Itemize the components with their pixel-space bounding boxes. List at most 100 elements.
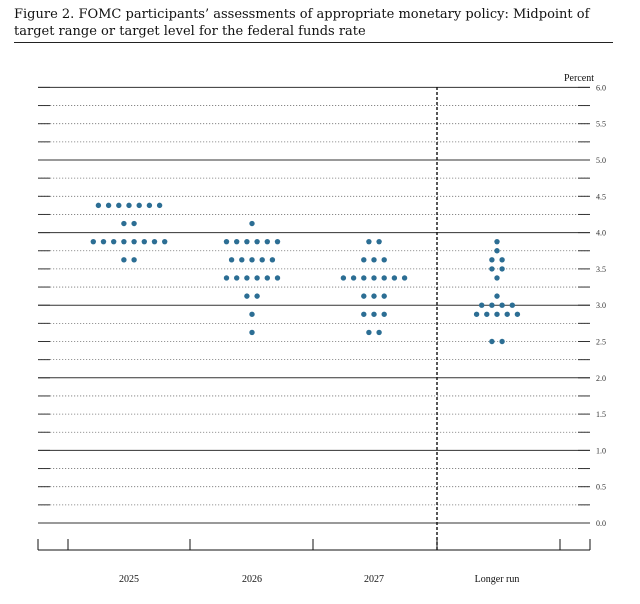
participant-dot — [494, 275, 500, 281]
participant-dot — [509, 302, 515, 308]
y-tick-label: 6.0 — [596, 83, 606, 92]
participant-dot — [234, 275, 240, 281]
participant-dot — [249, 329, 255, 336]
participant-dot — [141, 238, 147, 245]
participant-dot — [473, 311, 480, 317]
participant-dot — [366, 238, 372, 245]
title-rule — [14, 42, 613, 43]
participant-dot — [504, 311, 510, 317]
participant-dot — [499, 302, 505, 308]
participant-dot — [391, 275, 398, 281]
participant-dot — [90, 238, 97, 245]
participant-dot — [121, 220, 127, 227]
participant-dot — [239, 257, 245, 263]
participant-dot — [489, 257, 495, 263]
participant-dot — [274, 275, 281, 281]
figure-title: Figure 2. FOMC participants’ assessments… — [14, 7, 590, 39]
y-tick-label: 4.0 — [596, 229, 606, 238]
participant-dot — [381, 311, 387, 317]
participant-dot — [111, 238, 117, 245]
participant-dot — [249, 220, 255, 227]
participant-dot — [244, 275, 250, 281]
x-category-label: 2027 — [364, 574, 384, 585]
participant-dot — [484, 311, 490, 317]
participant-dot — [274, 238, 281, 245]
y-tick-label: 1.0 — [596, 446, 606, 455]
participant-dot — [100, 238, 107, 245]
participant-dot — [350, 275, 357, 281]
participant-dot — [156, 202, 163, 209]
participant-dot — [361, 311, 367, 317]
participant-dot — [264, 238, 270, 245]
participant-dot — [249, 257, 255, 263]
participant-dot — [254, 275, 260, 281]
participant-dot — [228, 257, 235, 263]
x-category-label: 2026 — [242, 574, 262, 585]
x-category-label: Longer run — [475, 574, 520, 585]
participant-dot — [249, 311, 255, 317]
participant-dot — [234, 238, 240, 245]
participant-dot — [376, 238, 382, 245]
participant-dot — [381, 275, 387, 281]
participant-dot — [146, 202, 153, 209]
participant-dot — [136, 202, 142, 209]
participant-dot — [401, 275, 408, 281]
participant-dot — [494, 293, 500, 299]
participant-dot — [223, 238, 230, 245]
y-tick-label: 0.0 — [596, 519, 606, 528]
participant-dot — [254, 238, 260, 245]
y-tick-label: 0.5 — [596, 483, 606, 492]
participant-dot — [131, 238, 137, 245]
participant-dot — [269, 257, 276, 263]
participant-dot — [116, 202, 122, 209]
participant-dot — [376, 329, 382, 336]
y-tick-label: 2.0 — [596, 374, 606, 383]
participant-dot — [254, 293, 260, 299]
participant-dot — [361, 257, 367, 263]
participant-dot — [489, 266, 495, 272]
participant-dot — [366, 329, 372, 336]
participant-dot — [494, 238, 500, 245]
participant-dot — [121, 257, 127, 263]
y-unit-label: Percent — [564, 73, 594, 84]
participant-dot — [340, 275, 347, 281]
participant-dot — [361, 293, 367, 299]
participant-dot — [479, 302, 485, 308]
y-tick-label: 3.5 — [596, 265, 606, 274]
y-tick-label: 5.5 — [596, 120, 606, 129]
participant-dot — [494, 311, 500, 317]
participant-dot — [131, 220, 137, 227]
participant-dot — [514, 311, 521, 317]
participant-dot — [126, 202, 132, 209]
participant-dot — [259, 257, 265, 263]
participant-dot — [131, 257, 137, 263]
participant-dot — [381, 293, 387, 299]
y-tick-label: 2.5 — [596, 338, 606, 347]
participant-dot — [489, 302, 495, 308]
participant-dot — [499, 338, 505, 345]
participant-dot — [371, 257, 377, 263]
participant-dot — [151, 238, 158, 245]
participant-dot — [371, 293, 377, 299]
participant-dot — [95, 202, 102, 209]
participant-dot — [494, 248, 500, 254]
participant-dot — [489, 338, 495, 345]
y-tick-label: 3.0 — [596, 301, 606, 310]
participant-dot — [499, 257, 505, 263]
participant-dot — [499, 266, 505, 272]
participant-dot — [244, 238, 250, 245]
y-tick-label: 4.5 — [596, 192, 606, 201]
participant-dot — [121, 238, 127, 245]
participant-dot — [371, 311, 377, 317]
y-tick-label: 1.5 — [596, 410, 606, 419]
participant-dot — [223, 275, 230, 281]
participant-dot — [381, 257, 387, 263]
participant-dot — [264, 275, 270, 281]
participant-dot — [371, 275, 377, 281]
participant-dot — [244, 293, 250, 299]
participant-dot — [162, 238, 168, 245]
participant-dot — [105, 202, 112, 209]
participant-dot — [361, 275, 367, 281]
y-tick-label: 5.0 — [596, 156, 606, 165]
